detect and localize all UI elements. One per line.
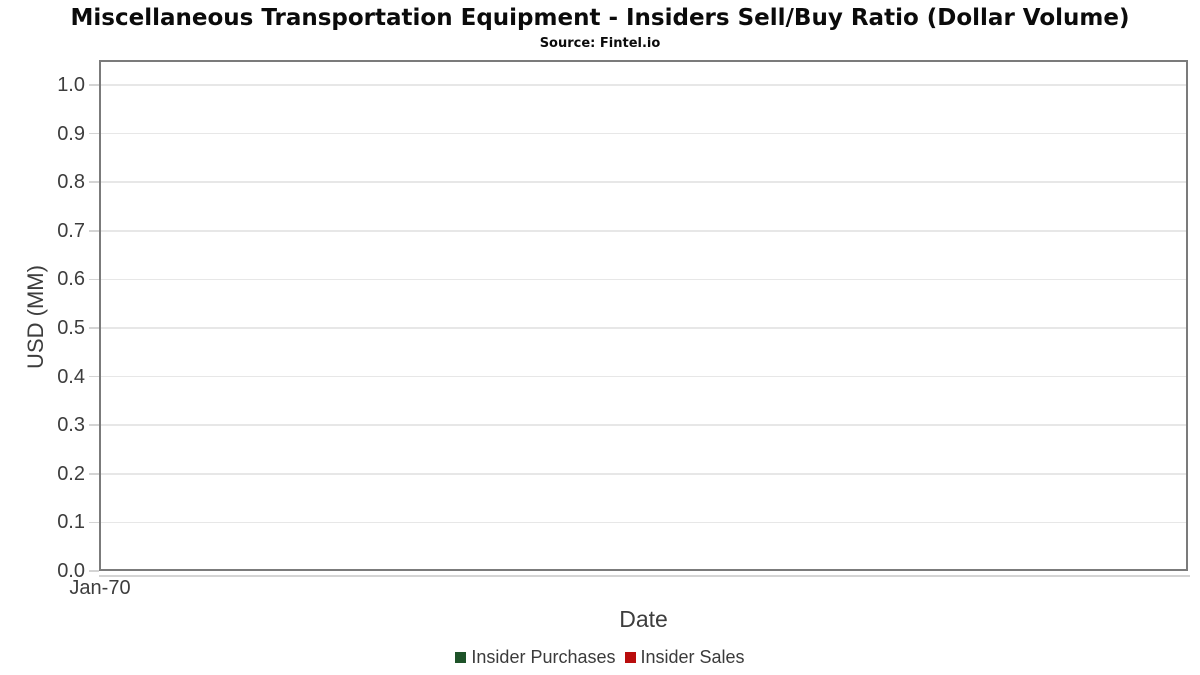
gridline	[101, 521, 1186, 524]
gridline	[101, 375, 1186, 378]
legend: Insider Purchases Insider Sales	[0, 647, 1200, 668]
y-tick-mark	[89, 132, 99, 135]
y-tick-label: 0.9	[57, 122, 85, 145]
y-tick-mark	[89, 181, 99, 183]
y-tick-label: 0.3	[57, 414, 85, 437]
gridline	[101, 84, 1186, 86]
y-tick-mark	[89, 84, 99, 86]
y-tick-label: 0.5	[57, 317, 85, 339]
gridline	[101, 278, 1186, 281]
y-tick-mark	[89, 521, 99, 524]
y-tick-mark	[89, 327, 99, 329]
y-tick-mark	[89, 424, 99, 426]
x-tick-label: Jan-70	[69, 577, 131, 599]
gridline	[101, 327, 1186, 329]
y-tick-mark	[89, 570, 99, 572]
legend-item: Insider Purchases	[455, 647, 616, 668]
y-tick-label: 0.0	[57, 560, 85, 582]
chart-title: Miscellaneous Transportation Equipment -…	[70, 5, 1130, 31]
y-tick-mark	[89, 473, 99, 475]
x-axis-title: Date	[619, 606, 668, 632]
y-tick-label: 0.8	[57, 171, 85, 194]
legend-label: Insider Sales	[640, 647, 745, 667]
gridline	[101, 230, 1186, 232]
y-tick-label: 0.1	[57, 511, 85, 534]
legend-swatch	[624, 652, 636, 663]
y-tick-label: 0.2	[57, 462, 85, 485]
gridline	[101, 473, 1186, 475]
gridline	[101, 424, 1186, 426]
plot-area	[99, 60, 1188, 571]
gridline	[101, 181, 1186, 183]
chart-subtitle: Source: Fintel.io	[539, 36, 661, 51]
y-tick-mark	[89, 230, 99, 232]
legend-swatch	[455, 652, 467, 663]
legend-label: Insider Purchases	[471, 647, 616, 667]
y-tick-label: 0.4	[57, 365, 85, 388]
legend-item: Insider Sales	[624, 647, 745, 668]
x-axis-line	[99, 575, 1190, 577]
y-tick-label: 0.7	[57, 219, 85, 242]
y-tick-mark	[89, 375, 99, 378]
y-tick-label: 1.0	[57, 74, 85, 96]
y-tick-label: 0.6	[57, 268, 85, 291]
gridline	[101, 132, 1186, 135]
y-tick-mark	[89, 278, 99, 281]
